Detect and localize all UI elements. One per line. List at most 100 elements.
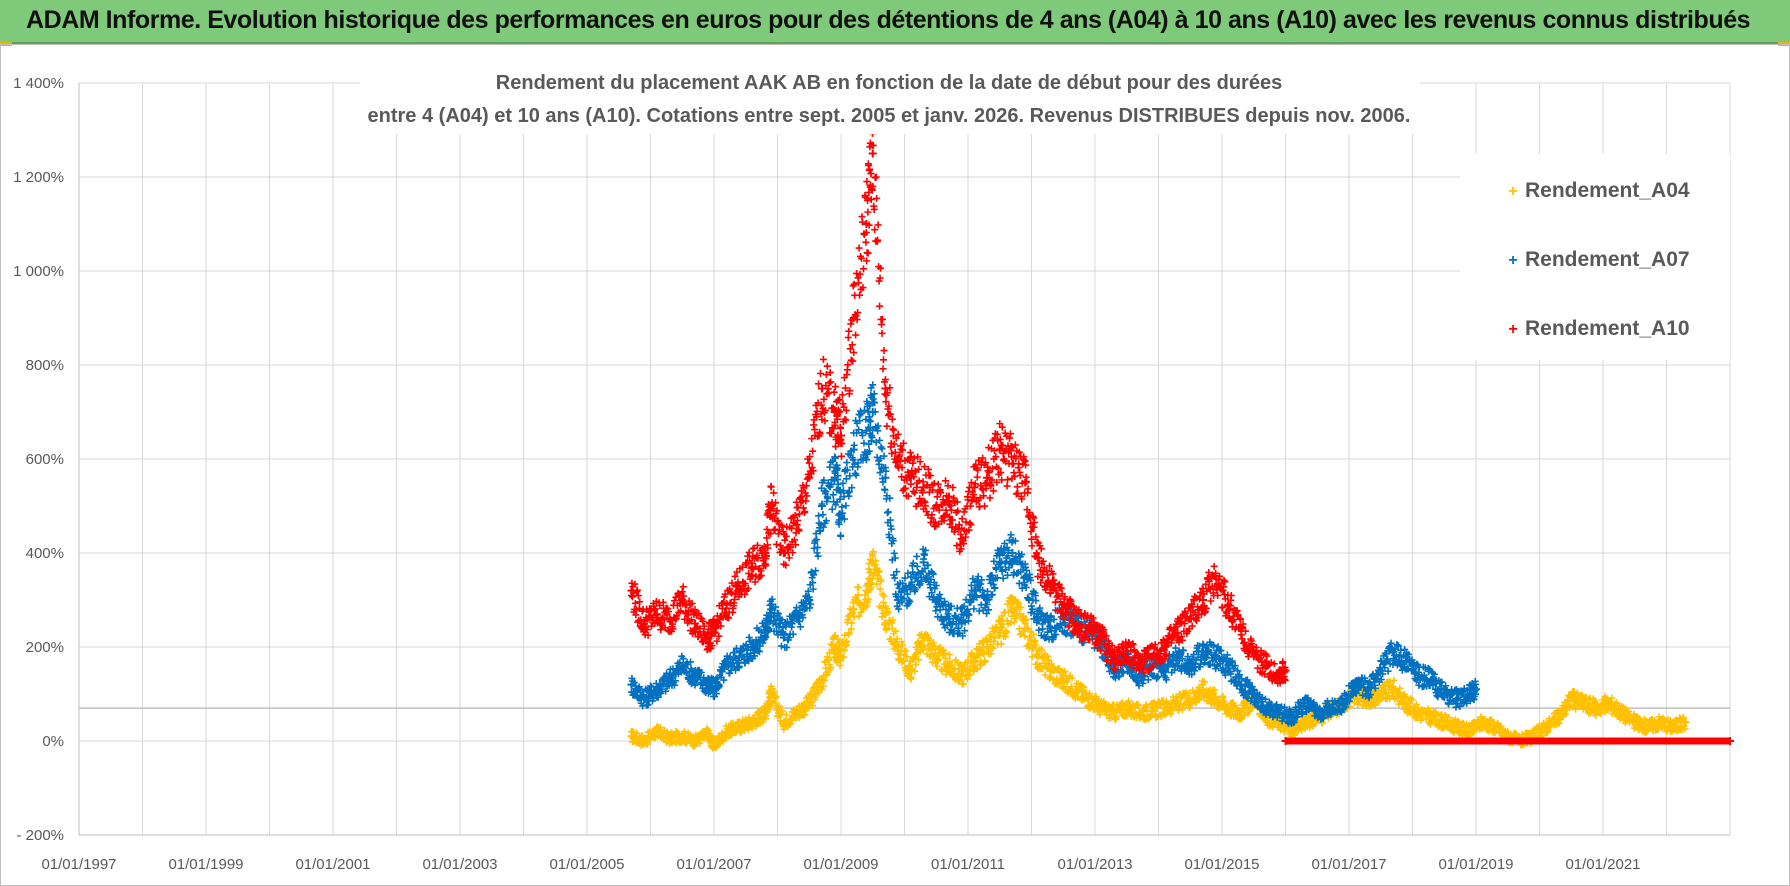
data-point — [881, 473, 890, 482]
data-point — [1021, 572, 1030, 581]
legend-marker-a10: + — [1508, 321, 1517, 338]
series-Rendement_A10_zero — [1281, 737, 1734, 745]
data-point — [1097, 633, 1106, 642]
data-point — [1008, 549, 1017, 557]
data-point — [1237, 708, 1246, 717]
data-point — [1211, 572, 1220, 581]
data-point — [678, 596, 687, 604]
data-point — [1135, 661, 1144, 670]
data-point — [1364, 685, 1373, 694]
data-point — [1224, 661, 1233, 670]
data-point — [830, 408, 839, 416]
legend-item-a07: + Rendement_A07 — [1508, 248, 1689, 271]
x-tick-label: 01/01/2013 — [1057, 856, 1132, 873]
data-point — [665, 734, 674, 743]
data-point — [1071, 619, 1080, 628]
data-point — [894, 455, 903, 463]
data-point — [1376, 666, 1385, 675]
data-point — [1160, 666, 1169, 675]
data-point — [868, 408, 877, 416]
data-point — [652, 727, 661, 736]
legend-marker-a04: + — [1508, 183, 1517, 200]
data-point — [703, 680, 712, 689]
data-point — [1376, 690, 1385, 698]
data-point — [1287, 727, 1296, 736]
data-point — [957, 534, 966, 543]
scatter-points — [1282, 737, 1733, 745]
data-point — [760, 708, 769, 717]
data-point — [792, 614, 801, 623]
chart-title-line2: entre 4 (A04) et 10 ans (A10). Cotations… — [368, 105, 1411, 127]
data-point — [1325, 704, 1334, 713]
data-point — [1008, 459, 1017, 468]
data-point — [1224, 600, 1233, 609]
data-point — [1122, 643, 1131, 651]
data-point — [1554, 713, 1563, 722]
data-point — [881, 610, 890, 619]
data-point — [906, 473, 915, 482]
data-point — [1465, 690, 1474, 698]
data-point — [1579, 699, 1588, 708]
data-point — [805, 596, 814, 604]
data-points — [627, 112, 1734, 752]
data-point — [1427, 713, 1436, 722]
data-point — [1021, 478, 1030, 487]
data-point — [703, 633, 712, 642]
data-point — [710, 685, 718, 694]
data-point — [1275, 671, 1284, 680]
data-point — [627, 680, 636, 689]
data-point — [1237, 624, 1246, 633]
data-point — [1262, 661, 1271, 670]
data-point — [1224, 704, 1233, 713]
data-point — [1059, 600, 1068, 609]
chart-title-line1: Rendement du placement AAK AB en fonctio… — [496, 72, 1282, 94]
data-point — [1414, 708, 1423, 717]
data-point — [652, 610, 661, 619]
data-point — [817, 675, 826, 684]
data-point — [1237, 680, 1246, 689]
data-point — [779, 633, 788, 642]
data-point — [1351, 680, 1360, 689]
y-tick-label: 0% — [42, 733, 64, 750]
y-axis-ticks: - 200% 0% 200% 400% 600% 800% 1 000% 1 200% 1 40… — [13, 75, 64, 844]
data-point — [722, 600, 731, 609]
y-tick-label: 200% — [26, 639, 64, 656]
legend-label-a07: Rendement_A07 — [1525, 248, 1690, 271]
data-point — [932, 596, 941, 604]
data-point — [1726, 737, 1734, 745]
data-point — [792, 708, 801, 717]
data-point — [849, 605, 858, 614]
data-point — [1427, 675, 1436, 684]
scatter-points — [627, 112, 1289, 687]
data-point — [760, 628, 769, 637]
data-point — [1186, 661, 1195, 670]
data-point — [1173, 652, 1182, 661]
data-point — [1211, 652, 1220, 661]
data-point — [1402, 699, 1411, 708]
data-point — [995, 445, 1004, 454]
data-point — [1033, 553, 1042, 562]
data-point — [1046, 581, 1055, 590]
data-point — [1630, 718, 1639, 727]
data-point — [690, 737, 699, 745]
data-point — [760, 549, 769, 557]
data-point — [779, 549, 788, 557]
data-point — [1414, 671, 1423, 680]
data-point — [805, 699, 814, 708]
data-point — [881, 384, 890, 393]
data-point — [1300, 699, 1309, 708]
chart-title-box — [360, 68, 1420, 134]
data-point — [932, 652, 941, 661]
data-point — [983, 596, 992, 604]
data-point — [678, 732, 687, 741]
data-point — [1541, 722, 1550, 731]
legend-item-a04: + Rendement_A04 — [1508, 179, 1690, 202]
data-point — [1281, 737, 1290, 745]
data-point — [767, 502, 776, 510]
data-point — [640, 694, 649, 703]
data-point — [1452, 722, 1461, 731]
data-point — [1605, 699, 1614, 708]
y-tick-label: 1 000% — [13, 263, 64, 280]
y-tick-label: 800% — [26, 357, 64, 374]
data-point — [767, 605, 776, 614]
